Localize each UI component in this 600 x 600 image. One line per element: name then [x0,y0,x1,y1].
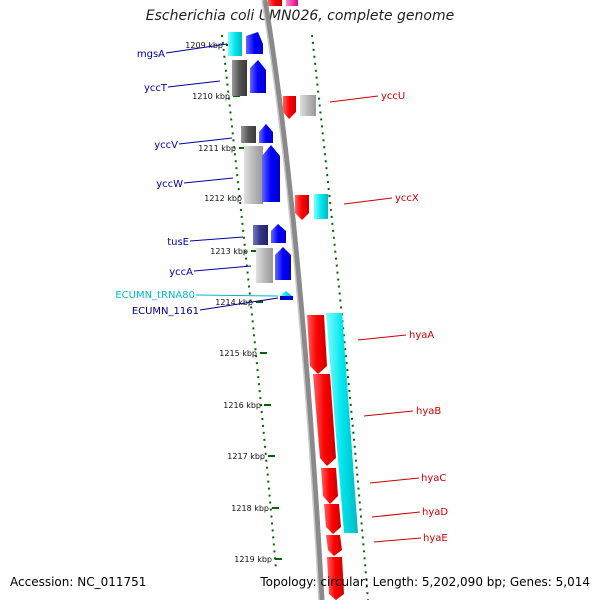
gene-label-yccX: yccX [395,193,419,204]
gene-block-yccW-gray [244,146,263,204]
tick-track-left [221,34,277,571]
gene-block-top-pink [286,0,298,6]
tick-label: 1210 kbp [192,92,230,101]
gene-block-yccU-gray [300,95,316,116]
gene-label-yccT: yccT [144,83,168,94]
tick-label: 1217 kbp [227,452,265,461]
left-strand-genes [228,32,293,300]
gene-block-yccA-gray [256,248,273,283]
gene-block-mgsA-arrow [246,32,263,54]
tick-label: 1216 kbp [223,401,261,410]
gene-block-yccX-arrow [295,195,309,220]
gene-block-yccW-arrow [262,145,280,202]
gene-block-hyaC [321,468,338,504]
gene-block-tusE-arrow [271,224,286,243]
gene-block-yccU-arrow [283,96,296,119]
gene-label-yccV: yccV [154,140,178,151]
gene-label-ECUMN_tRNA80: ECUMN_tRNA80 [115,290,195,301]
right-gene-labels: yccU yccX hyaA hyaB hyaC hyaD hyaE [329,91,448,544]
gene-block-yccV-arrow [259,124,273,143]
tick-track-right [311,34,369,600]
tick-label: 1212 kbp [204,194,242,203]
gene-label-hyaA: hyaA [409,330,434,341]
gene-label-hyaB: hyaB [416,406,441,417]
page-title: Escherichia coli UMN026, complete genome [145,8,455,24]
tick-label: 1219 kbp [234,555,272,564]
gene-block-hyaB [313,374,336,466]
gene-block-hyaE [326,535,342,556]
gene-block-mgsA-cyan [228,32,242,56]
tick-label: 1213 kbp [210,247,248,256]
gene-block-hyaA [307,315,327,374]
tick-label: 1209 kbp [185,41,223,50]
gene-label-hyaE: hyaE [423,533,448,544]
gene-label-hyaC: hyaC [421,473,446,484]
left-gene-labels: mgsA yccT yccV yccW tusE yccA ECUMN_tRNA… [115,43,279,317]
gene-block-hyaD [324,504,341,534]
gene-block-ECUMN_1161 [280,296,293,300]
gene-block-yccX-cyan [314,194,328,219]
gene-block-hyaF [327,557,344,600]
gene-label-yccW: yccW [156,179,183,190]
gene-label-hyaD: hyaD [422,507,448,518]
gene-block-yccT-gray [232,60,247,96]
tick-label: 1218 kbp [231,504,269,513]
tick-label: 1214 kbp [215,298,253,307]
gene-label-tusE: tusE [167,237,189,248]
gene-block-yccA-arrow [275,247,291,280]
gene-label-mgsA: mgsA [137,49,165,60]
gene-label-yccU: yccU [381,91,405,102]
tick-label: 1215 kbp [219,349,257,358]
gene-block-hyaA-cyan [326,313,358,533]
gene-block-tusE-navy [253,225,268,245]
gene-block-trna [280,291,292,296]
accession-text: Accession: NC_011751 [10,575,147,589]
gene-block-top-red [268,0,282,6]
right-strand-genes [283,95,358,600]
genome-backbone [262,0,325,600]
tick-label: 1211 kbp [198,144,236,153]
gene-block-yccT-arrow [250,60,266,93]
gene-block-yccV-gray [241,126,256,143]
gene-label-ECUMN_1161: ECUMN_1161 [132,306,199,317]
genome-summary-text: Topology: circular; Length: 5,202,090 bp… [260,575,590,589]
gene-label-yccA: yccA [169,267,193,278]
